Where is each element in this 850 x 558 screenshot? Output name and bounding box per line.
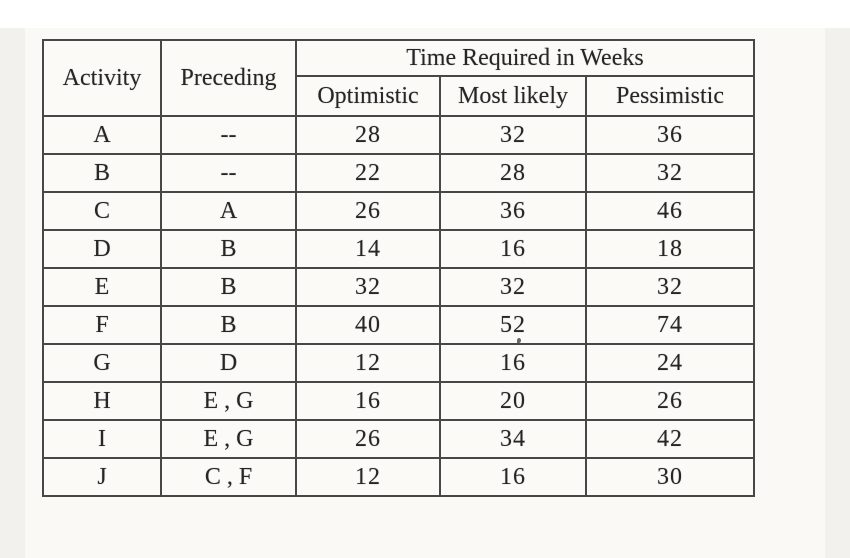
pessimistic-cell: 30 xyxy=(585,457,755,497)
most-likely-cell: 28 xyxy=(439,153,587,193)
table-row: I E , G 26 34 42 xyxy=(42,419,755,459)
optimistic-cell: 12 xyxy=(295,343,441,383)
preceding-cell: A xyxy=(160,191,297,231)
activity-cell: D xyxy=(42,229,162,269)
activity-cell: I xyxy=(42,419,162,459)
column-header-activity: Activity xyxy=(42,39,162,117)
activity-cell: H xyxy=(42,381,162,421)
table-row: H E , G 16 20 26 xyxy=(42,381,755,421)
group-header-time-required: Time Required in Weeks xyxy=(295,39,755,77)
most-likely-cell: 32 xyxy=(439,115,587,155)
table-row: D B 14 16 18 xyxy=(42,229,755,269)
optimistic-cell: 12 xyxy=(295,457,441,497)
scan-left-margin xyxy=(0,28,25,558)
table-row: A -- 28 32 36 xyxy=(42,115,755,155)
table-row: C A 26 36 46 xyxy=(42,191,755,231)
activity-cell: B xyxy=(42,153,162,193)
preceding-cell: E , G xyxy=(160,381,297,421)
preceding-cell: B xyxy=(160,267,297,307)
pessimistic-cell: 32 xyxy=(585,267,755,307)
optimistic-cell: 26 xyxy=(295,191,441,231)
most-likely-cell: 34 xyxy=(439,419,587,459)
pessimistic-cell: 46 xyxy=(585,191,755,231)
optimistic-cell: 14 xyxy=(295,229,441,269)
table-row: F B 40 52 74 xyxy=(42,305,755,345)
preceding-cell: B xyxy=(160,229,297,269)
table-row: J C , F 12 16 30 xyxy=(42,457,755,497)
optimistic-cell: 32 xyxy=(295,267,441,307)
preceding-cell: -- xyxy=(160,115,297,155)
most-likely-cell: 16 xyxy=(439,343,587,383)
optimistic-cell: 28 xyxy=(295,115,441,155)
most-likely-cell: 20 xyxy=(439,381,587,421)
pessimistic-cell: 26 xyxy=(585,381,755,421)
most-likely-cell: 52 xyxy=(439,305,587,345)
table-row: E B 32 32 32 xyxy=(42,267,755,307)
most-likely-cell: 36 xyxy=(439,191,587,231)
table-row: B -- 22 28 32 xyxy=(42,153,755,193)
column-header-optimistic: Optimistic xyxy=(295,75,441,117)
activity-cell: A xyxy=(42,115,162,155)
activity-cell: G xyxy=(42,343,162,383)
pessimistic-cell: 42 xyxy=(585,419,755,459)
pessimistic-cell: 32 xyxy=(585,153,755,193)
preceding-cell: D xyxy=(160,343,297,383)
optimistic-cell: 16 xyxy=(295,381,441,421)
pert-activity-table: Activity Preceding Time Required in Week… xyxy=(42,39,755,497)
optimistic-cell: 22 xyxy=(295,153,441,193)
pessimistic-cell: 24 xyxy=(585,343,755,383)
preceding-cell: -- xyxy=(160,153,297,193)
most-likely-cell: 16 xyxy=(439,457,587,497)
column-header-preceding: Preceding xyxy=(160,39,297,117)
optimistic-cell: 40 xyxy=(295,305,441,345)
activity-cell: F xyxy=(42,305,162,345)
column-header-most-likely: Most likely xyxy=(439,75,587,117)
preceding-cell: E , G xyxy=(160,419,297,459)
scan-artifact-dot xyxy=(517,338,521,343)
column-header-pessimistic: Pessimistic xyxy=(585,75,755,117)
activity-cell: E xyxy=(42,267,162,307)
pessimistic-cell: 18 xyxy=(585,229,755,269)
activity-cell: J xyxy=(42,457,162,497)
preceding-cell: B xyxy=(160,305,297,345)
optimistic-cell: 26 xyxy=(295,419,441,459)
table-row: G D 12 16 24 xyxy=(42,343,755,383)
pessimistic-cell: 36 xyxy=(585,115,755,155)
activity-cell: C xyxy=(42,191,162,231)
preceding-cell: C , F xyxy=(160,457,297,497)
most-likely-cell: 32 xyxy=(439,267,587,307)
scan-right-margin xyxy=(825,28,850,558)
most-likely-cell: 16 xyxy=(439,229,587,269)
pessimistic-cell: 74 xyxy=(585,305,755,345)
